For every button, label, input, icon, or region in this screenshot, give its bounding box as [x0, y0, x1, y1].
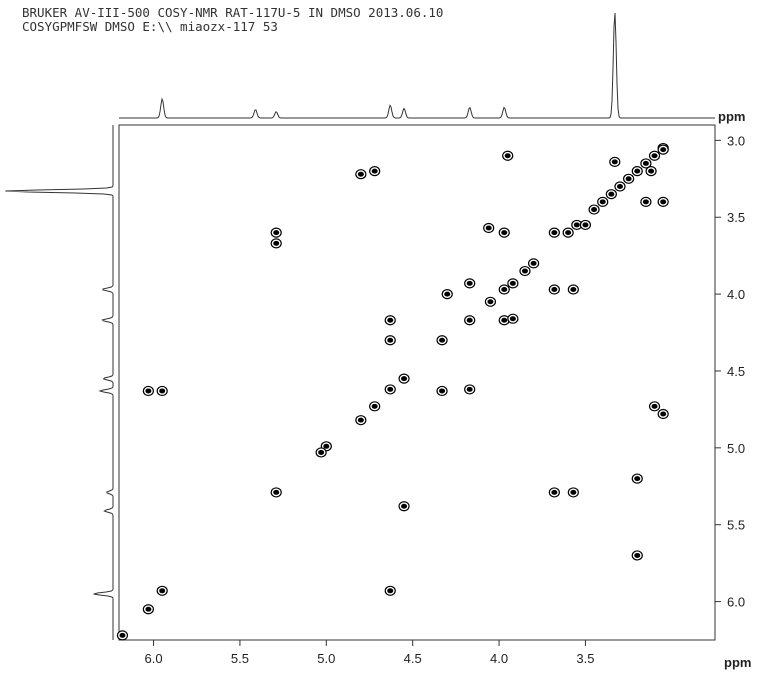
- cross-peak-core: [466, 280, 473, 286]
- cross-peak-core: [145, 388, 152, 394]
- y-tick-label: 3.5: [727, 210, 745, 225]
- cross-peak-core: [599, 199, 606, 205]
- cross-peak-core: [387, 588, 394, 594]
- cross-peak-core: [485, 225, 492, 231]
- cross-peak-core: [509, 316, 516, 322]
- cross-peak-core: [551, 230, 558, 236]
- cross-peak-core: [634, 552, 641, 558]
- x-tick-label: 5.0: [317, 651, 335, 666]
- x-axis-unit: ppm: [724, 655, 751, 670]
- cross-peak-core: [401, 503, 408, 509]
- cross-peak-core: [573, 222, 580, 228]
- cross-peak-core: [660, 411, 667, 417]
- cross-peak-core: [501, 317, 508, 323]
- cross-peak-core: [273, 230, 280, 236]
- x-tick-label: 4.0: [490, 651, 508, 666]
- cross-peak-core: [634, 168, 641, 174]
- cross-peak-core: [145, 606, 152, 612]
- cross-peak-core: [387, 317, 394, 323]
- cross-peak-core: [323, 443, 330, 449]
- cross-peak-core: [501, 230, 508, 236]
- cross-peak-core: [159, 588, 166, 594]
- cross-peak-core: [591, 207, 598, 213]
- y-tick-label: 6.0: [727, 595, 745, 610]
- cross-peak-core: [570, 286, 577, 292]
- cross-peak-core: [439, 388, 446, 394]
- cross-peak-core: [608, 191, 615, 197]
- cross-peak-core: [565, 230, 572, 236]
- cross-peak-core: [159, 388, 166, 394]
- cross-peak-core: [660, 147, 667, 153]
- cross-peak-core: [530, 260, 537, 266]
- y-tick-label: 5.5: [727, 518, 745, 533]
- cross-peak-core: [570, 489, 577, 495]
- cross-peak-core: [551, 489, 558, 495]
- cross-peak-core: [616, 183, 623, 189]
- cross-peak-core: [444, 291, 451, 297]
- cross-peak-core: [387, 386, 394, 392]
- y-tick-label: 5.0: [727, 441, 745, 456]
- cross-peak-core: [401, 376, 408, 382]
- cross-peak-core: [660, 199, 667, 205]
- header-line-1: BRUKER AV-III-500 COSY-NMR RAT-117U-5 IN…: [22, 5, 444, 20]
- cross-peak-core: [357, 171, 364, 177]
- cross-peak-core: [371, 168, 378, 174]
- cross-peak-core: [551, 286, 558, 292]
- cross-peak-core: [273, 489, 280, 495]
- cross-peak-core: [521, 268, 528, 274]
- cross-peak-core: [625, 176, 632, 182]
- cross-peak-core: [611, 159, 618, 165]
- cross-peak-core: [318, 449, 325, 455]
- x-tick-label: 5.5: [231, 651, 249, 666]
- cross-peak-core: [582, 222, 589, 228]
- y-axis-unit: ppm: [718, 109, 745, 124]
- top-projection-spectrum: [119, 12, 715, 119]
- x-tick-label: 3.5: [576, 651, 594, 666]
- y-tick-label: 4.5: [727, 364, 745, 379]
- plot-frame: [118, 124, 716, 641]
- cross-peak-core: [466, 386, 473, 392]
- cross-peak-core: [509, 280, 516, 286]
- cross-peak-core: [504, 153, 511, 159]
- cross-peak-core: [634, 476, 641, 482]
- header-line-2: COSYGPMFSW DMSO E:\\ miaozx-117 53: [22, 19, 278, 34]
- cross-peak-core: [119, 632, 126, 638]
- cross-peak-core: [387, 337, 394, 343]
- cross-peak-core: [642, 160, 649, 166]
- x-tick-label: 4.5: [404, 651, 422, 666]
- cross-peak-core: [651, 403, 658, 409]
- x-tick-label: 6.0: [145, 651, 163, 666]
- cross-peak-core: [357, 417, 364, 423]
- cross-peak-core: [651, 153, 658, 159]
- cross-peak-core: [273, 240, 280, 246]
- left-projection-spectrum: [5, 125, 114, 640]
- cross-peak-core: [487, 299, 494, 305]
- cross-peak-core: [648, 168, 655, 174]
- y-tick-label: 3.0: [727, 133, 745, 148]
- cross-peak-core: [501, 286, 508, 292]
- y-tick-label: 4.0: [727, 287, 745, 302]
- cross-peak-core: [642, 199, 649, 205]
- cross-peak-core: [371, 403, 378, 409]
- cross-peak-core: [439, 337, 446, 343]
- cross-peak-core: [466, 317, 473, 323]
